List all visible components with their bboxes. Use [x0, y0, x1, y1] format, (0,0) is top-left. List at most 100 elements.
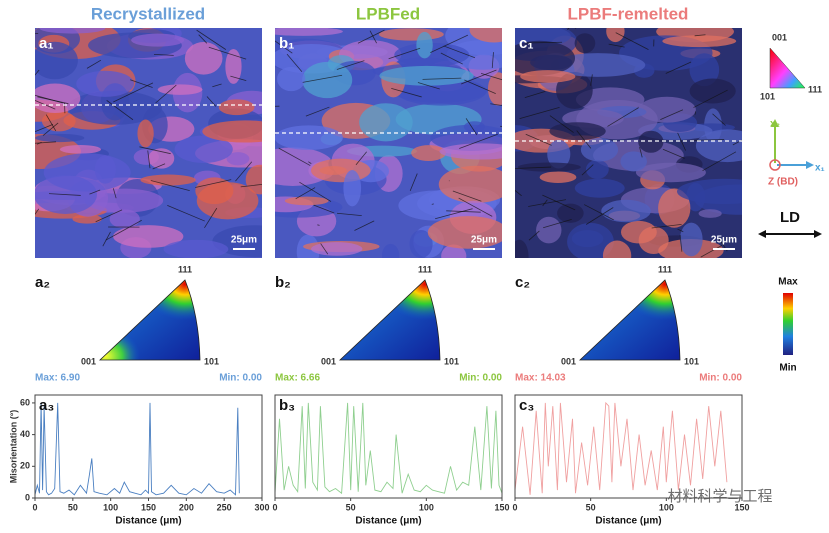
grain-boundary: [525, 133, 552, 146]
grain-boundary: [212, 83, 222, 88]
grain-boundary: [615, 32, 649, 50]
ebsd-map: [35, 28, 262, 258]
grain-boundary: [150, 180, 190, 192]
x-tick-label: 0: [512, 502, 517, 512]
grain: [379, 65, 474, 86]
grain-boundary: [639, 147, 643, 158]
grain-boundary: [524, 90, 546, 98]
grain: [41, 110, 76, 132]
grain: [196, 182, 259, 220]
key-label: 001: [772, 32, 787, 42]
x-tick-label: 150: [494, 502, 509, 512]
grain: [275, 125, 344, 150]
axis-label: Z (BD): [768, 177, 798, 188]
x-tick-label: 50: [586, 502, 596, 512]
ipf-key: [769, 47, 806, 89]
arrow-head: [771, 119, 779, 127]
bar-label: Min: [779, 363, 796, 374]
grain: [515, 239, 529, 258]
ipf-corner: 101: [444, 356, 459, 366]
grain: [113, 225, 184, 248]
grain-boundary: [515, 189, 522, 197]
title: Recrystallized: [91, 4, 205, 23]
grain-boundary: [391, 88, 422, 98]
grain-boundary: [35, 124, 54, 132]
grain-boundary: [35, 69, 40, 76]
grain-boundary: [369, 30, 377, 44]
grain: [695, 129, 742, 163]
x-axis-label: Distance (μm): [115, 516, 181, 527]
ipf-outline: [338, 279, 441, 361]
chart-label: b₃: [279, 397, 295, 414]
grain-boundary: [336, 212, 362, 217]
grain: [638, 130, 664, 153]
grain-boundary: [208, 46, 247, 60]
grain: [416, 31, 433, 59]
grain-boundary: [317, 224, 320, 226]
ebsd-map: [515, 28, 742, 258]
bar-label: Max: [778, 277, 798, 288]
grain: [218, 99, 255, 116]
ipf-corner: 101: [684, 356, 699, 366]
grain-boundary: [42, 122, 59, 136]
grain: [679, 222, 703, 257]
ipf-corner: 111: [178, 264, 192, 274]
grain: [620, 151, 647, 172]
grain: [275, 28, 343, 36]
grain-boundary: [452, 190, 482, 202]
grain-boundary: [299, 181, 332, 202]
grain: [225, 48, 242, 84]
grain: [439, 143, 502, 160]
title: LPBFed: [356, 4, 420, 23]
grain: [411, 145, 446, 161]
grain-boundary: [357, 29, 385, 44]
grain: [35, 41, 78, 80]
arrow-head: [758, 230, 822, 238]
grain-boundary: [464, 79, 496, 95]
grain-boundary: [195, 179, 232, 188]
x-tick-label: 100: [659, 502, 674, 512]
grain-boundary: [240, 184, 262, 188]
grain-boundary: [549, 115, 574, 133]
grain-boundary: [585, 207, 614, 225]
grain: [163, 239, 229, 258]
x-tick-label: 150: [141, 502, 156, 512]
color-bar: [783, 293, 793, 355]
chart-label: a₃: [39, 397, 54, 414]
ipf-hot: [340, 280, 440, 360]
ipf-corner: 001: [81, 356, 96, 366]
ipf-label: a₂: [35, 274, 50, 291]
grain: [638, 226, 669, 255]
grain-boundary: [430, 34, 469, 53]
grain-boundary: [167, 204, 205, 222]
grain-boundary: [45, 114, 57, 132]
grain-boundary: [662, 148, 685, 159]
data-line: [514, 401, 728, 495]
grain-boundary: [651, 223, 682, 229]
grain: [662, 35, 737, 48]
x-tick-label: 0: [32, 502, 37, 512]
ipf-min: Min: 0.00: [699, 373, 742, 384]
title: LPBF-remelted: [568, 4, 689, 23]
grain-boundary: [461, 69, 497, 85]
grain-boundary: [35, 32, 39, 35]
grain-boundary: [576, 130, 592, 149]
grain: [311, 242, 363, 256]
grain-boundary: [106, 100, 134, 121]
grain-boundary: [465, 118, 478, 136]
grain: [469, 28, 502, 43]
grain: [585, 159, 609, 179]
grain-boundary: [204, 207, 218, 229]
grain-boundary: [147, 150, 151, 169]
scale-label: 25μm: [231, 235, 257, 246]
ipf-hot: [580, 280, 680, 360]
grain-boundary: [409, 173, 418, 191]
y-tick-label: 20: [20, 461, 30, 471]
grain: [59, 145, 102, 154]
grain: [202, 120, 262, 143]
grain-boundary: [528, 230, 540, 241]
ipf-corner: 111: [418, 264, 432, 274]
grain: [382, 243, 400, 258]
grain: [67, 90, 162, 125]
